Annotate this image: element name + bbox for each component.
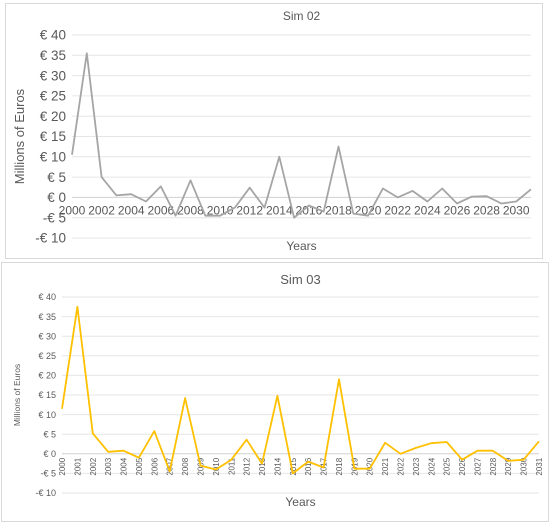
x-tick-label: 2031 <box>535 457 544 475</box>
y-tick-label: -€ 10 <box>35 488 56 498</box>
y-tick-label: -€ 5 <box>40 469 56 479</box>
y-tick-label: € 30 <box>38 331 56 341</box>
series-line <box>62 307 539 474</box>
chart-panel-sim-02: Sim 02-€ 10-€ 5€ 0€ 5€ 10€ 15€ 20€ 25€ 3… <box>5 3 543 259</box>
y-tick-label: € 20 <box>40 109 66 124</box>
x-tick-label: 2012 <box>236 203 263 217</box>
x-tick-label: 2022 <box>397 457 406 475</box>
x-tick-label: 2008 <box>181 457 190 475</box>
chart-title: Sim 03 <box>280 272 320 287</box>
x-tick-label: 2028 <box>473 203 500 217</box>
x-tick-label: 2014 <box>266 203 293 217</box>
series-line <box>72 53 531 217</box>
chart-title: Sim 02 <box>283 9 321 23</box>
x-tick-label: 2022 <box>384 203 411 217</box>
y-tick-label: € 25 <box>40 89 66 104</box>
x-tick-label: 2002 <box>88 203 115 217</box>
x-tick-label: 2024 <box>427 457 436 475</box>
y-tick-label: € 35 <box>40 48 66 63</box>
y-tick-label: € 0 <box>43 449 56 459</box>
x-tick-label: 2030 <box>503 203 530 217</box>
y-tick-label: € 20 <box>38 371 56 381</box>
x-tick-label: 2006 <box>150 457 159 475</box>
x-tick-label: 2027 <box>473 457 482 475</box>
y-tick-label: € 10 <box>38 410 56 420</box>
y-tick-label: -€ 10 <box>35 231 66 246</box>
x-tick-label: 2002 <box>89 457 98 475</box>
y-tick-label: € 5 <box>43 429 56 439</box>
y-tick-label: € 15 <box>38 390 56 400</box>
y-tick-label: € 35 <box>38 312 56 322</box>
x-tick-label: 2025 <box>443 457 452 475</box>
x-tick-label: 2004 <box>118 203 145 217</box>
x-tick-label: 2000 <box>58 457 67 475</box>
line-chart-sim-03: Sim 03 -€ 10 -€ 5 € 0 € 5 € 10 € 15 € 20 € 25 € 3… <box>2 263 548 521</box>
x-tick-label: 2000 <box>59 203 86 217</box>
y-tick-label: € 25 <box>38 351 56 361</box>
x-axis-title: Years <box>286 239 316 253</box>
x-tick-label: 2004 <box>120 457 129 475</box>
x-tick-label: 2028 <box>489 457 498 475</box>
x-tick-label: 2021 <box>381 457 390 475</box>
x-tick-label: 2023 <box>412 457 421 475</box>
y-tick-label: € 10 <box>40 150 66 165</box>
y-tick-label: € 30 <box>40 68 66 83</box>
x-tick-label: 2018 <box>325 203 352 217</box>
x-tick-label: 2014 <box>273 457 282 475</box>
x-tick-label: 2018 <box>335 457 344 475</box>
y-axis-title: Millions of Euros <box>12 364 22 426</box>
y-tick-label: € 40 <box>40 28 66 43</box>
y-tick-label: € 5 <box>47 170 66 185</box>
chart-panel-sim-03: Sim 03 -€ 10 -€ 5 € 0 € 5 € 10 € 15 € 20 € 25 € 3… <box>1 262 549 522</box>
y-axis-title: Millions of Euros <box>12 88 27 184</box>
x-tick-label: 2016 <box>304 457 313 475</box>
y-tick-label: € 40 <box>38 292 56 302</box>
x-tick-label: 2001 <box>73 457 82 475</box>
y-tick-label: € 15 <box>40 129 66 144</box>
x-tick-label: 2012 <box>243 457 252 475</box>
x-tick-label: 2024 <box>414 203 441 217</box>
line-chart-sim-02: Sim 02-€ 10-€ 5€ 0€ 5€ 10€ 15€ 20€ 25€ 3… <box>6 4 542 258</box>
x-tick-label: 2005 <box>135 457 144 475</box>
x-tick-label: 2026 <box>444 203 471 217</box>
x-tick-label: 2003 <box>104 457 113 475</box>
x-axis-title: Years <box>285 495 315 509</box>
